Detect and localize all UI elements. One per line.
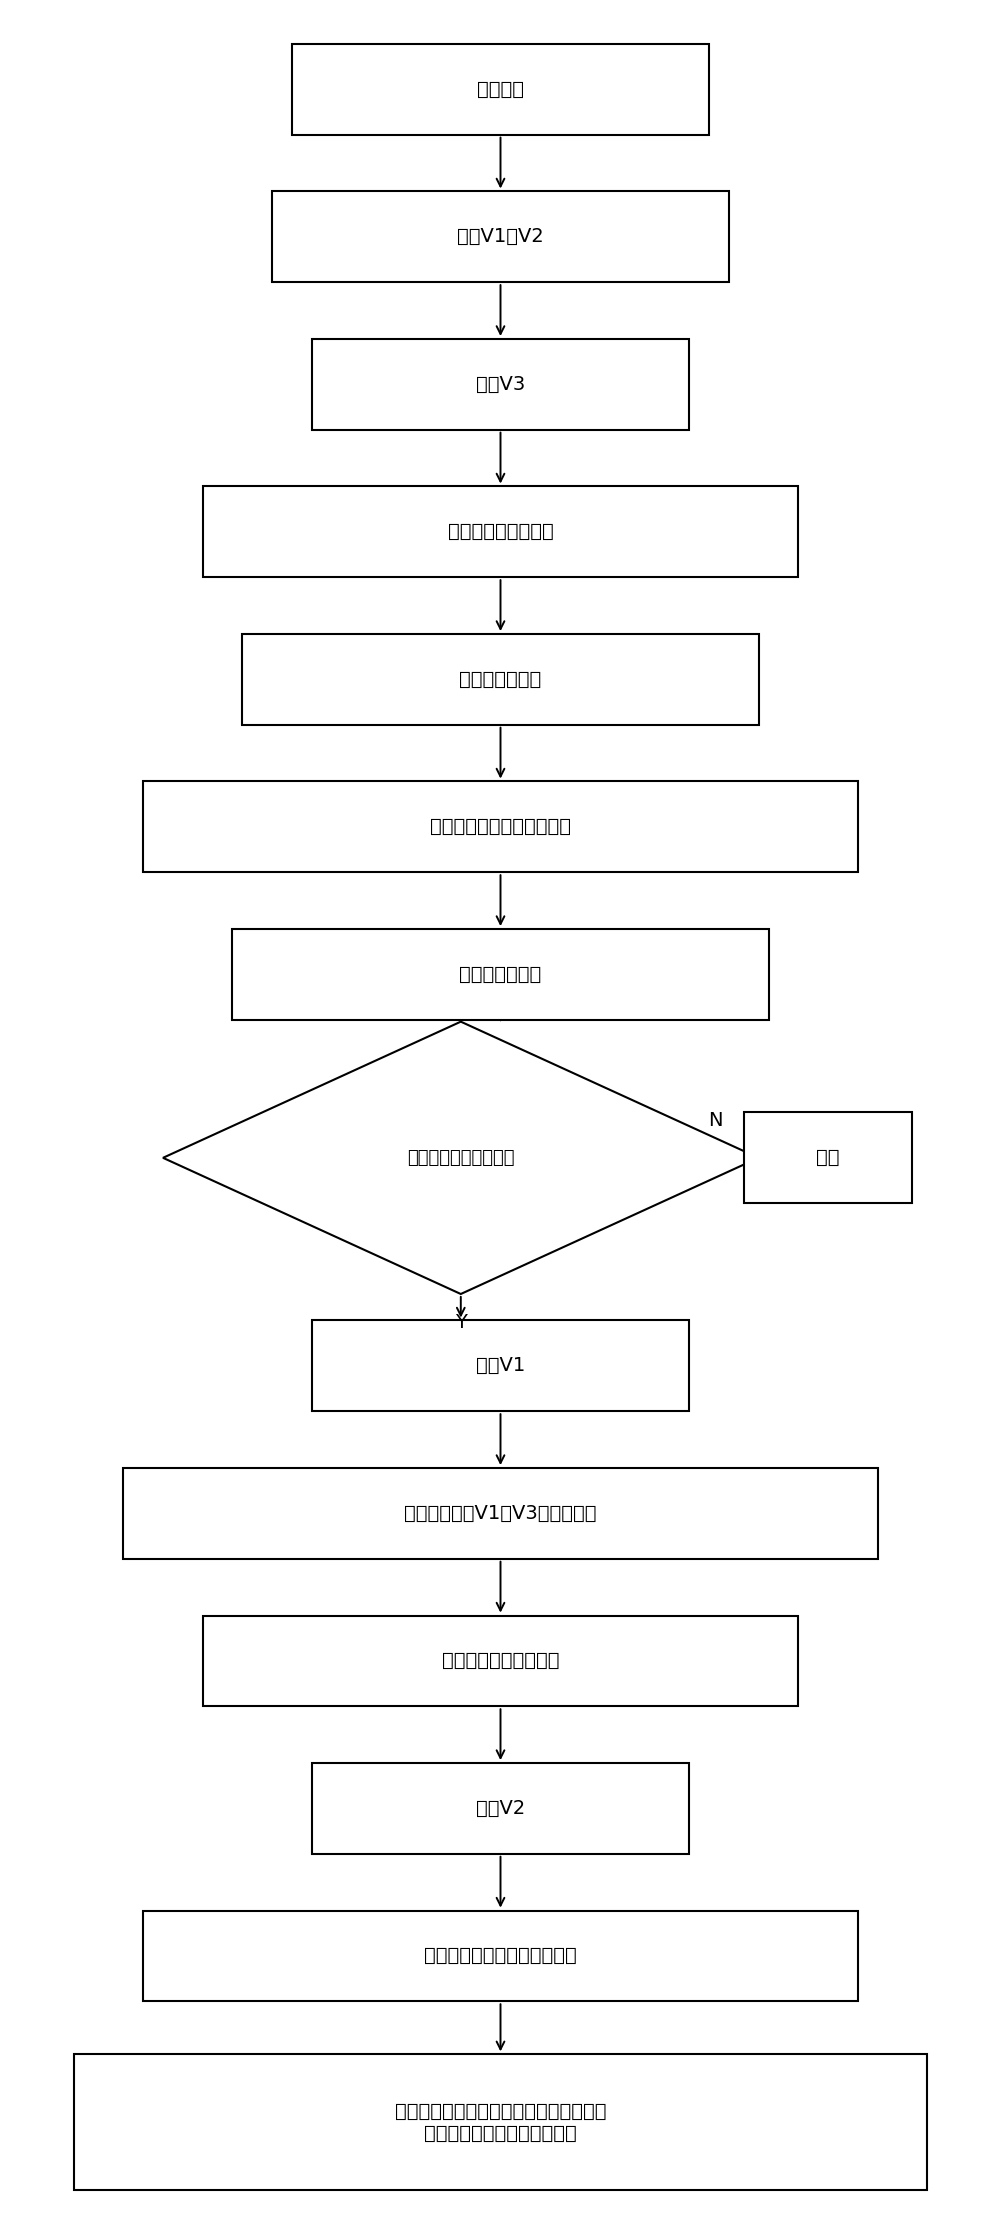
FancyBboxPatch shape <box>272 190 729 282</box>
Text: 打开V3: 打开V3 <box>475 374 526 394</box>
Text: 告警: 告警 <box>817 1149 840 1167</box>
FancyBboxPatch shape <box>744 1113 913 1203</box>
FancyBboxPatch shape <box>312 1763 689 1855</box>
Text: Y: Y <box>454 1313 466 1333</box>
Text: 设压力控制器为预定值: 设压力控制器为预定值 <box>441 1651 560 1671</box>
Text: 当温度超过预定值后，从数据库中查找相
应记录，将温控器设为预定值: 当温度超过预定值后，从数据库中查找相 应记录，将温控器设为预定值 <box>394 2101 607 2144</box>
FancyBboxPatch shape <box>143 1911 858 2000</box>
FancyBboxPatch shape <box>312 1319 689 1411</box>
FancyBboxPatch shape <box>202 1615 799 1707</box>
Text: 硅片放到卡盘上: 硅片放到卡盘上 <box>459 670 542 690</box>
Text: 卡盘电压读数为设定值: 卡盘电压读数为设定值 <box>407 1149 515 1167</box>
Text: 打开干泵: 打开干泵 <box>477 81 524 99</box>
Text: 打开V2: 打开V2 <box>475 1799 526 1819</box>
Polygon shape <box>163 1021 759 1295</box>
Text: 关闭V1和V2: 关闭V1和V2 <box>457 226 544 246</box>
FancyBboxPatch shape <box>123 1467 878 1559</box>
FancyBboxPatch shape <box>312 338 689 430</box>
FancyBboxPatch shape <box>143 782 858 871</box>
Text: N: N <box>708 1111 722 1129</box>
FancyBboxPatch shape <box>242 634 759 726</box>
Text: 将静电卡盘电压规零: 将静电卡盘电压规零 <box>447 522 554 542</box>
FancyBboxPatch shape <box>202 486 799 578</box>
FancyBboxPatch shape <box>74 2054 927 2191</box>
Text: 每秒钟从温度计中读取温度值: 每秒钟从温度计中读取温度值 <box>424 1947 577 1964</box>
Text: 经过预定的延时: 经过预定的延时 <box>459 965 542 983</box>
Text: 将卡盘电压设为预定正电压: 将卡盘电压设为预定正电压 <box>430 818 571 836</box>
FancyBboxPatch shape <box>232 930 769 1019</box>
Text: 打开V1: 打开V1 <box>475 1357 526 1375</box>
Text: 延时，使经过V1和V3的气流稳定: 延时，使经过V1和V3的气流稳定 <box>404 1503 597 1523</box>
FancyBboxPatch shape <box>292 45 709 134</box>
